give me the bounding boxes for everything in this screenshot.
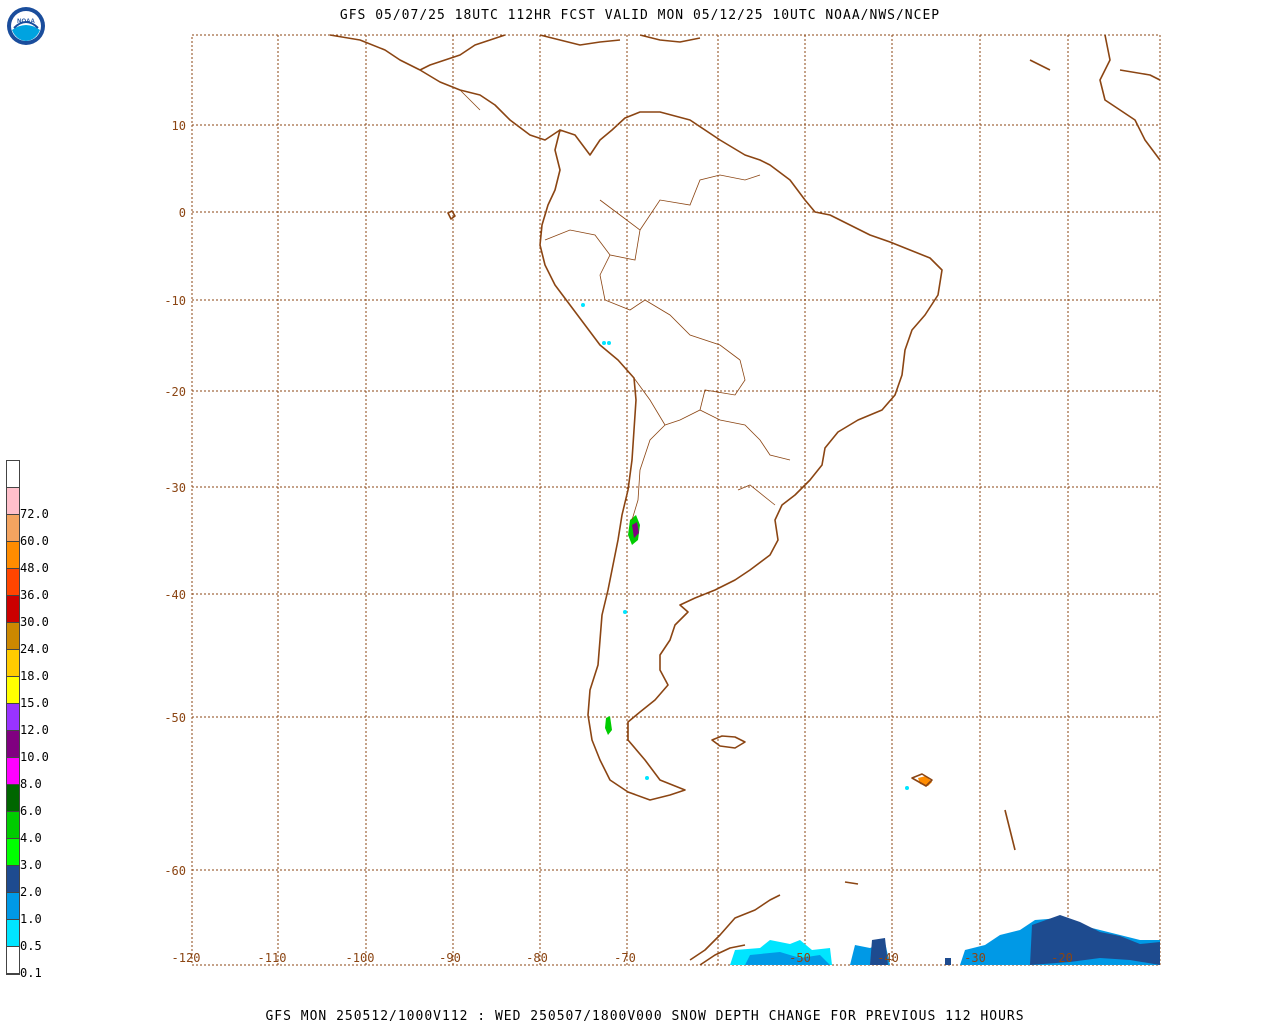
lat-label: 10 [172, 119, 186, 133]
lon-label: -100 [346, 951, 375, 965]
legend-label: 8.0 [20, 777, 42, 791]
legend-swatch [6, 946, 20, 973]
legend-swatch [6, 838, 20, 865]
legend-label: 0.1 [20, 966, 42, 980]
legend-swatch [6, 460, 20, 487]
logo-text: NOAA [17, 19, 35, 25]
legend-swatch [6, 730, 20, 757]
legend-label: 60.0 [20, 534, 49, 548]
legend-swatch [6, 568, 20, 595]
lon-label: -90 [439, 951, 461, 965]
lon-label: -20 [1051, 951, 1073, 965]
lon-label: -40 [877, 951, 899, 965]
legend-swatch [6, 865, 20, 892]
snow-depth-field [581, 303, 1160, 965]
lat-label: -60 [164, 864, 186, 878]
noaa-logo-icon: NOAA [7, 7, 45, 45]
legend-label: 12.0 [20, 723, 49, 737]
legend-label: 15.0 [20, 696, 49, 710]
coastlines [329, 34, 1161, 966]
legend-label: 18.0 [20, 669, 49, 683]
legend-swatch [6, 649, 20, 676]
lat-label: -20 [164, 385, 186, 399]
legend-label: 24.0 [20, 642, 49, 656]
legend-swatch [6, 811, 20, 838]
legend-label: 1.0 [20, 912, 42, 926]
lon-label: -50 [789, 951, 811, 965]
legend-swatch [6, 487, 20, 514]
lon-label: -80 [526, 951, 548, 965]
lon-label: -110 [258, 951, 287, 965]
lat-label: -30 [164, 481, 186, 495]
legend-swatch [6, 676, 20, 703]
lat-label: 0 [179, 206, 186, 220]
legend-label: 30.0 [20, 615, 49, 629]
legend-label: 3.0 [20, 858, 42, 872]
legend-swatch [6, 622, 20, 649]
country-borders [459, 89, 791, 521]
legend-swatch [6, 514, 20, 541]
legend-swatch [6, 595, 20, 622]
legend-label: 10.0 [20, 750, 49, 764]
longitude-gridlines [277, 35, 1069, 965]
lat-label: -10 [164, 294, 186, 308]
legend-label: 4.0 [20, 831, 42, 845]
legend-label: 2.0 [20, 885, 42, 899]
legend-swatch [6, 541, 20, 568]
map-title: GFS 05/07/25 18UTC 112HR FCST VALID MON … [339, 8, 941, 23]
legend-swatch [6, 919, 20, 946]
legend-label: 48.0 [20, 561, 49, 575]
latitude-gridlines [192, 124, 1160, 871]
legend-label: 36.0 [20, 588, 49, 602]
legend-label: 72.0 [20, 507, 49, 521]
legend-swatch [6, 757, 20, 784]
lon-label: -70 [614, 951, 636, 965]
lon-label: -30 [964, 951, 986, 965]
lat-label: -50 [164, 711, 186, 725]
legend-swatch [6, 892, 20, 919]
map-frame [191, 34, 1161, 966]
map-footer: GFS MON 250512/1000V112 : WED 250507/180… [265, 1009, 1025, 1024]
legend-label: 6.0 [20, 804, 42, 818]
latitude-labels: 10 0 -10 -20 -30 -40 -50 -60 [164, 119, 186, 878]
longitude-labels: -120 -110 -100 -90 -80 -70 -50 -40 -30 -… [172, 951, 1073, 965]
lat-label: -40 [164, 588, 186, 602]
legend-bottom-border [6, 973, 20, 975]
legend-swatch [6, 784, 20, 811]
lon-label: -120 [172, 951, 201, 965]
legend-label: 0.5 [20, 939, 42, 953]
legend-swatch [6, 703, 20, 730]
